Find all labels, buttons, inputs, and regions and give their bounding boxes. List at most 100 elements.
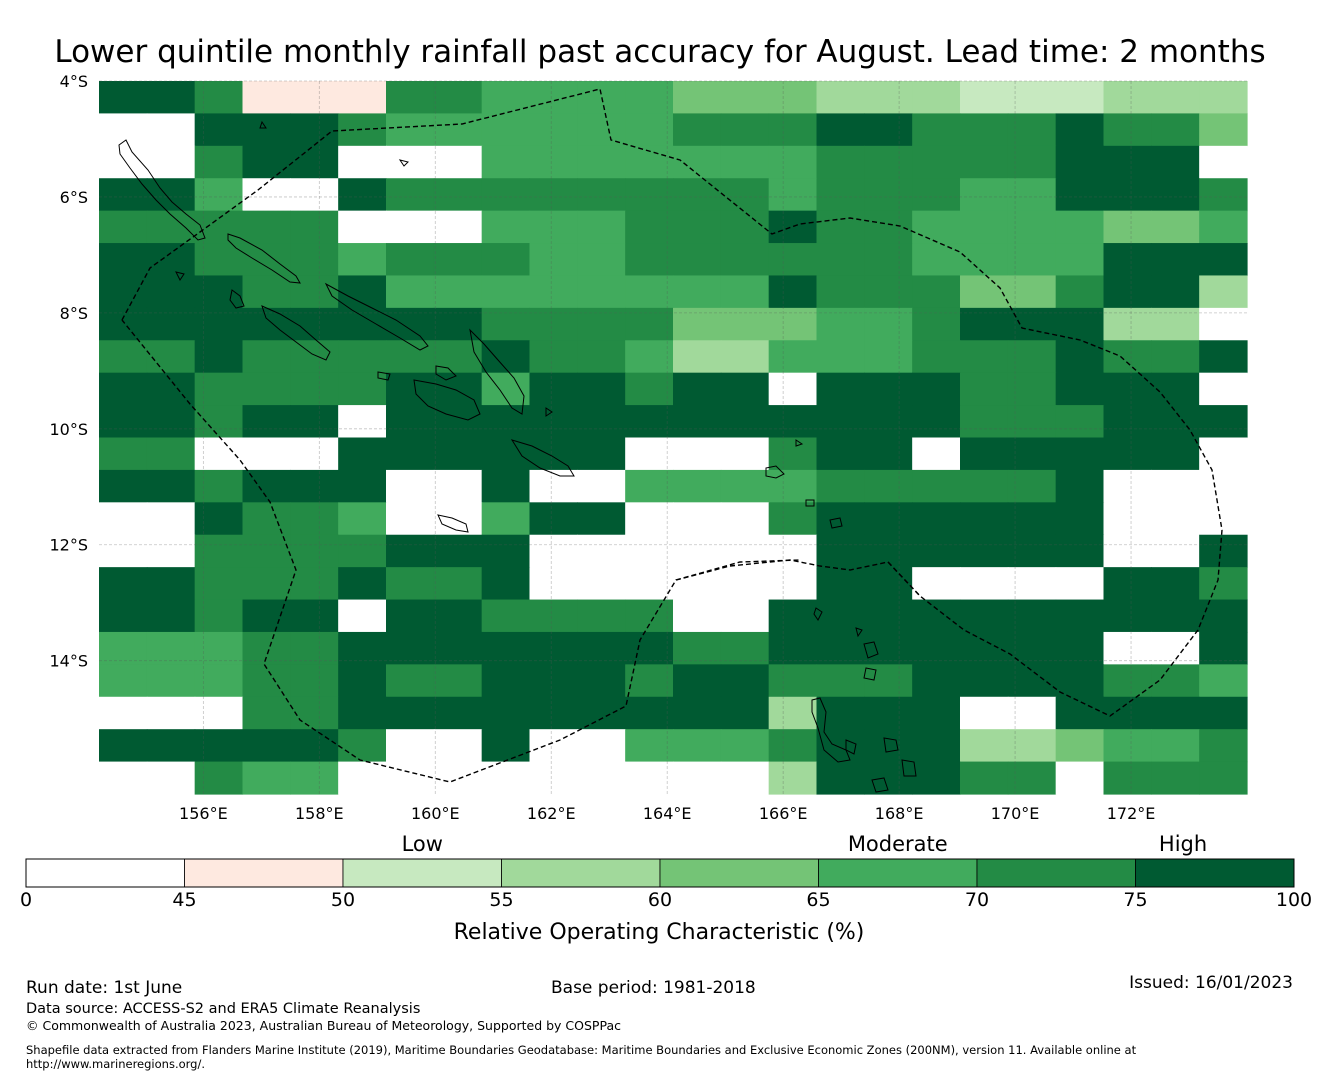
grid-cell (433, 729, 483, 763)
data-source: Data source: ACCESS-S2 and ERA5 Climate … (26, 1001, 421, 1017)
lat-lon-gridlines (99, 80, 1247, 794)
grid-cell (433, 437, 483, 471)
grid-cell (816, 631, 865, 665)
grid-cell (673, 340, 722, 374)
grid-cell (864, 275, 913, 309)
grid-cell (146, 502, 196, 536)
grid-cell (433, 761, 483, 795)
lat-tick-label: 4°S (60, 72, 88, 91)
grid-cell (433, 469, 483, 503)
grid-cell (146, 81, 196, 115)
lon-tick-label: 158°E (295, 804, 344, 823)
grid-cell (529, 599, 578, 633)
grid-cell (481, 502, 531, 536)
grid-cell (433, 599, 483, 633)
grid-cell (290, 599, 339, 633)
grid-cell (960, 243, 1009, 277)
grid-cell (1199, 469, 1248, 503)
grid-cell (242, 631, 291, 665)
shapefile-credit-line-2: http://www.marineregions.org/. (26, 1057, 205, 1071)
grid-cell (1007, 340, 1057, 374)
lon-tick-label: 166°E (759, 804, 808, 823)
grid-cell (290, 307, 339, 341)
grid-cell (529, 340, 578, 374)
colorbar-segment (976, 858, 1136, 888)
island-outline (829, 517, 843, 529)
colorbar-category-moderate: Moderate (847, 832, 948, 856)
grid-cell (481, 534, 531, 568)
grid-cell (673, 534, 722, 568)
grid-cell (864, 178, 913, 212)
grid-cell (290, 113, 339, 147)
grid-cell (194, 243, 244, 277)
grid-cell (1151, 210, 1200, 244)
grid-cell (481, 664, 531, 698)
eez-boundary-line (675, 559, 801, 581)
grid-cell (481, 631, 531, 665)
base-period: Base period: 1981-2018 (551, 978, 756, 998)
grid-cell (194, 729, 244, 763)
grid-cell (433, 210, 483, 244)
grid-cell (194, 761, 244, 795)
grid-cell (1007, 307, 1057, 341)
grid-cell (1199, 502, 1248, 536)
grid-cell (99, 405, 148, 439)
grid-cell (768, 567, 818, 601)
grid-cell (1007, 275, 1057, 309)
island-outline (805, 499, 815, 507)
grid-cell (338, 599, 387, 633)
grid-cell (386, 567, 435, 601)
colorbar-tick-label: 50 (330, 889, 356, 911)
grid-cell (1199, 340, 1248, 374)
island-outline (863, 641, 879, 659)
grid-cell (1199, 307, 1248, 341)
grid-cell (864, 210, 913, 244)
grid-cell (720, 81, 770, 115)
grid-cell (386, 372, 435, 406)
grid-cell (433, 275, 483, 309)
grid-cell (912, 534, 961, 568)
grid-cell (1199, 534, 1248, 568)
grid-cell (816, 534, 865, 568)
grid-cell (625, 210, 674, 244)
grid-cell (673, 210, 722, 244)
lon-tick-label: 168°E (875, 804, 924, 823)
grid-cell (864, 372, 913, 406)
grid-cell (1103, 81, 1152, 115)
grid-cell (146, 729, 196, 763)
grid-cell (912, 502, 961, 536)
grid-cell (577, 696, 626, 730)
grid-cell (816, 599, 865, 633)
grid-cell (1055, 696, 1105, 730)
grid-cell (625, 307, 674, 341)
grid-cell (816, 145, 865, 179)
island-outline (901, 759, 917, 777)
grid-cell (481, 372, 531, 406)
grid-cell (816, 405, 865, 439)
grid-cell (1055, 502, 1105, 536)
grid-cell (1103, 340, 1152, 374)
grid-cell (816, 307, 865, 341)
grid-cell (194, 145, 244, 179)
lon-tick-label: 160°E (411, 804, 460, 823)
grid-cell (529, 113, 578, 147)
grid-cell (338, 502, 387, 536)
grid-cell (529, 729, 578, 763)
grid-cell (242, 113, 291, 147)
grid-cell (529, 696, 578, 730)
grid-cell (146, 696, 196, 730)
colorbar-tick-label: 0 (19, 889, 33, 911)
grid-cell (194, 113, 244, 147)
grid-cell (290, 664, 339, 698)
grid-cell (1199, 210, 1248, 244)
grid-cell (1007, 502, 1057, 536)
grid-cell (1151, 340, 1200, 374)
grid-cell (1199, 664, 1248, 698)
grid-cell (433, 243, 483, 277)
grid-cell (1103, 437, 1152, 471)
grid-cell (99, 729, 148, 763)
grid-cell (338, 307, 387, 341)
grid-cell (1151, 81, 1200, 115)
grid-cell (1007, 761, 1057, 795)
colorbar-segment (342, 858, 502, 888)
